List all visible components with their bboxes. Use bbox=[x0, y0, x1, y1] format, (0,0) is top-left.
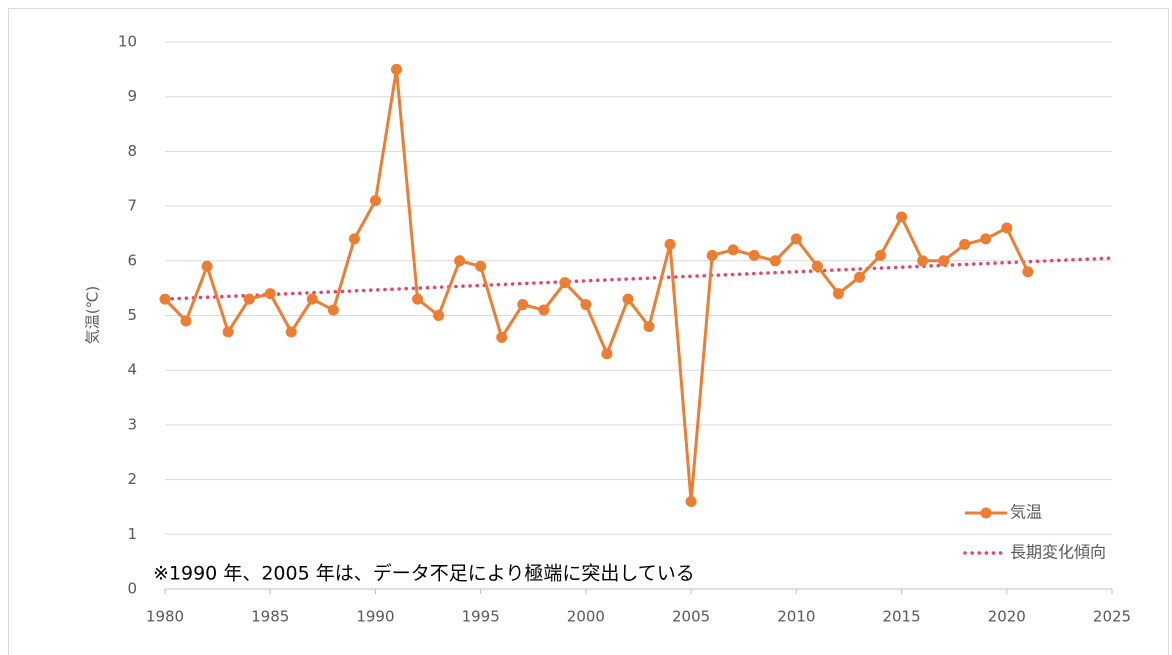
marker bbox=[896, 211, 908, 223]
y-tick-label: 6 bbox=[127, 251, 137, 269]
marker bbox=[832, 288, 844, 300]
marker bbox=[243, 293, 255, 305]
marker bbox=[180, 315, 192, 327]
marker bbox=[622, 293, 634, 305]
y-tick-label: 0 bbox=[127, 580, 137, 598]
legend-label: 長期変化傾向 bbox=[1010, 543, 1106, 562]
marker bbox=[727, 244, 739, 256]
marker bbox=[643, 320, 655, 332]
marker bbox=[454, 255, 466, 267]
marker bbox=[327, 304, 339, 316]
marker bbox=[433, 310, 445, 321]
marker bbox=[348, 233, 360, 245]
y-tick-label: 7 bbox=[127, 197, 137, 215]
x-tick-label: 2015 bbox=[882, 608, 920, 626]
marker bbox=[769, 255, 781, 267]
marker bbox=[306, 293, 318, 305]
legend-marker bbox=[980, 507, 992, 519]
y-tick-label: 1 bbox=[127, 525, 137, 543]
marker bbox=[875, 249, 887, 261]
marker bbox=[853, 271, 865, 283]
marker bbox=[790, 233, 802, 245]
y-axis-label: 気温(℃) bbox=[84, 286, 102, 345]
marker bbox=[159, 293, 171, 305]
marker bbox=[811, 260, 823, 272]
chart-frame bbox=[8, 8, 1169, 655]
y-tick-label: 9 bbox=[127, 87, 137, 105]
marker bbox=[959, 238, 971, 250]
marker bbox=[264, 288, 276, 300]
marker bbox=[1022, 266, 1034, 278]
marker bbox=[917, 255, 929, 267]
marker bbox=[222, 326, 234, 338]
marker bbox=[538, 304, 550, 316]
marker bbox=[390, 63, 402, 75]
marker bbox=[748, 249, 760, 261]
marker bbox=[496, 331, 508, 343]
marker bbox=[412, 293, 424, 305]
marker bbox=[559, 277, 571, 289]
y-tick-label: 10 bbox=[118, 33, 137, 51]
y-tick-label: 8 bbox=[127, 142, 137, 160]
y-tick-label: 5 bbox=[127, 306, 137, 324]
marker bbox=[1001, 222, 1013, 234]
x-tick-label: 2000 bbox=[567, 608, 605, 626]
series-line bbox=[163, 67, 1030, 503]
marker bbox=[517, 299, 529, 311]
x-tick-label: 1990 bbox=[356, 608, 394, 626]
x-tick-label: 1985 bbox=[251, 608, 289, 626]
x-tick-label: 1980 bbox=[146, 608, 184, 626]
marker bbox=[664, 238, 676, 250]
marker bbox=[369, 195, 381, 207]
y-tick-label: 4 bbox=[127, 361, 137, 379]
x-tick-label: 2020 bbox=[988, 608, 1026, 626]
x-tick-label: 2005 bbox=[672, 608, 710, 626]
legend-label: 気温 bbox=[1010, 503, 1042, 522]
marker bbox=[706, 249, 718, 261]
marker bbox=[938, 255, 950, 267]
y-tick-label: 3 bbox=[127, 415, 137, 433]
y-tick-label: 2 bbox=[127, 470, 137, 488]
annotation: ※1990 年、2005 年は、データ不足により極端に突出している bbox=[153, 563, 695, 585]
marker bbox=[980, 233, 992, 245]
x-tick-label: 1995 bbox=[462, 608, 500, 626]
marker bbox=[201, 260, 213, 272]
marker bbox=[580, 299, 592, 311]
marker bbox=[475, 260, 487, 272]
x-tick-label: 2025 bbox=[1093, 608, 1131, 626]
x-tick-label: 2010 bbox=[777, 608, 815, 626]
marker bbox=[601, 348, 613, 360]
marker bbox=[285, 326, 297, 338]
marker bbox=[685, 495, 697, 507]
series-line bbox=[163, 256, 1114, 301]
